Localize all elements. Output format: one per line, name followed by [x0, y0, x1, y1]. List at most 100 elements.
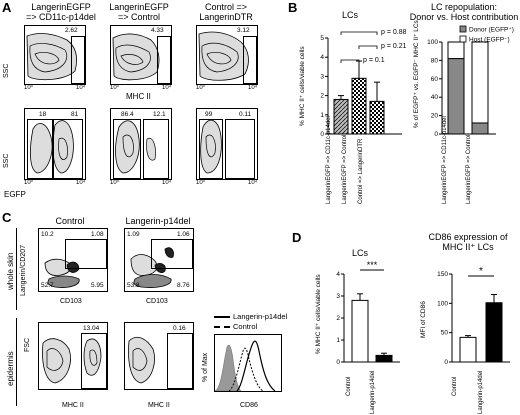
c-hist-ylabel: % of Max: [202, 352, 209, 382]
c-row2-ylabel: FSC: [24, 338, 31, 352]
gate: [113, 119, 141, 179]
tick: 10⁰: [24, 180, 34, 186]
tick: 10⁴: [248, 85, 258, 91]
gate: [225, 119, 255, 179]
b-left-bar: [369, 100, 385, 135]
c-hist-legend: Langerin-p14del Control: [214, 312, 287, 332]
gate: [81, 333, 107, 389]
c-row-label-1: whole skin: [6, 252, 15, 290]
d-right-y-tick-label: 0: [444, 359, 448, 366]
a-col-title-2: LangerinEGFP => Control: [109, 2, 169, 22]
d-right-y-tick-label: 100: [437, 300, 448, 307]
pct: 2.62: [65, 27, 78, 34]
d-right-title: CD86 expression of MHC II⁺ LCs: [428, 232, 508, 252]
b-left-bar: [333, 98, 349, 135]
tick: 10⁰: [110, 180, 120, 186]
pct: 52.7: [41, 282, 54, 289]
d-right-bar: [459, 336, 477, 363]
panel-label-a: A: [2, 0, 12, 15]
d-right-categories: Control Langerin-p14del: [428, 366, 514, 414]
b-left-bar: [351, 77, 367, 135]
c-row1-xlabel-2: CD103: [146, 298, 168, 305]
c-plot-1-1: 10.2 1.08 52.7 5.95: [38, 228, 108, 292]
b-left-bracket: [340, 59, 360, 63]
panel-label-c: C: [2, 210, 12, 225]
d-right-ylabel: MFI of CD86: [420, 301, 427, 338]
b-left-y-tick-label: 2: [320, 93, 324, 100]
d-left-title: LCs: [351, 248, 368, 258]
b-left-pvalue: p = 0.1: [363, 57, 385, 64]
a-row1-ticks: 10⁰ 10⁴ 10⁰ 10⁴ 10⁰ 10⁴: [24, 85, 264, 91]
gate: [143, 119, 169, 179]
d-left-y-tick-label: 2: [336, 315, 340, 322]
pct: 13.04: [83, 325, 100, 332]
b-right-y-tick-label: 20: [431, 113, 439, 120]
pct: 81: [71, 111, 79, 118]
b-right-categories: LangerinEGFP => CD11c-p14del LangerinEGF…: [420, 116, 518, 206]
b-right-bar-donor: [447, 58, 465, 135]
pct: 0.16: [173, 325, 186, 332]
pct: 86.4: [121, 111, 134, 118]
b-right-y-tick-label: 80: [431, 57, 439, 64]
c-row1-xlabel-1: CD103: [60, 298, 82, 305]
a-plot-1-2: 4.33: [110, 25, 172, 85]
pct: 1.06: [177, 231, 190, 238]
b-right-legend-swatch-donor: [459, 25, 467, 33]
gate: [151, 239, 193, 269]
tick: 10⁰: [196, 180, 206, 186]
legend-item-control: Control: [214, 322, 287, 332]
d-right-y-tick-label: 150: [437, 271, 448, 278]
gate: [71, 36, 85, 84]
a-plot-2-1: 18 81: [24, 108, 86, 180]
d-right-cat: Control: [452, 376, 458, 396]
gate: [167, 333, 193, 389]
d-left-y-tick-label: 4: [336, 271, 340, 278]
d-right-sig: *: [479, 266, 483, 277]
c-row-label-2: epidermis: [6, 351, 15, 386]
d-left-categories: Control Langerin-p14del: [324, 366, 404, 414]
b-left-y-tick-label: 4: [320, 54, 324, 61]
a-plot-2-3: 99 0.11: [196, 108, 258, 180]
tick: 10⁴: [162, 85, 172, 91]
d-right-bar: [485, 302, 503, 363]
c-plot-2-2: 0.16: [124, 322, 194, 390]
d-right-chart: 0 50 100 150 *: [437, 266, 510, 366]
b-right-bar-host: [471, 41, 489, 124]
b-left-y-tick-label: 1: [320, 112, 324, 119]
legend-item-langerin: Langerin-p14del: [214, 312, 287, 322]
b-left-categories: LangerinEGFP => CD11c-p14del LangerinEGF…: [306, 116, 406, 206]
b-left-cat: LangerinEGFP => CD11c-p14del: [326, 116, 332, 204]
a-col-title-3: Control => LangerinDTR: [199, 2, 253, 22]
pct: 1.09: [127, 231, 140, 238]
c-plot-2-1: 13.04: [38, 322, 108, 390]
c-hist-xlabel: CD86: [240, 402, 258, 409]
b-right-legend-donor: Donor (EGFP⁺): [469, 27, 514, 34]
d-left-sig: ***: [367, 260, 378, 270]
panel-label-d: D: [292, 230, 302, 245]
tick: 10⁰: [196, 85, 206, 91]
tick: 10⁴: [76, 180, 86, 186]
b-left-title: LCs: [341, 10, 358, 20]
c-plot-1-2: 1.09 1.06 53.8 8.76: [124, 228, 194, 292]
d-left-chart: 0 1 2 3 4 ***: [336, 260, 400, 366]
d-left-cat: Langerin-p14del: [370, 370, 376, 414]
a-row2-ticks: 10⁰ 10⁴ 10⁰ 10⁴ 10⁰ 10⁴: [24, 180, 264, 186]
b-right-y-tick-label: 60: [431, 76, 439, 83]
b-right-title: LC repopulation: Donor vs. Host contribu…: [409, 2, 519, 22]
b-right-y-tick-label: 40: [431, 94, 439, 101]
gate: [199, 119, 223, 179]
c-col-title-2: Langerin-p14del: [125, 216, 191, 226]
a-col-title-1: LangerinEGFP => CD11c-p14del: [26, 2, 96, 22]
d-left-bar: [351, 299, 369, 363]
b-left-ylabel: % MHC II⁺ cells/viable cells: [299, 46, 306, 126]
tick: 10⁴: [162, 180, 172, 186]
c-row2-xlabel-2: MHC II: [148, 402, 170, 409]
tick: 10⁰: [110, 85, 120, 91]
d-left-cat: Control: [346, 376, 352, 396]
pct: 4.33: [151, 27, 164, 34]
c-hist-plot: [214, 334, 282, 392]
pct: 1.08: [91, 231, 104, 238]
b-left-cat: LangerinEGFP => Control: [342, 134, 348, 204]
b-left-bracket: [340, 31, 378, 35]
b-right-y-tick-label: 0: [434, 131, 438, 138]
